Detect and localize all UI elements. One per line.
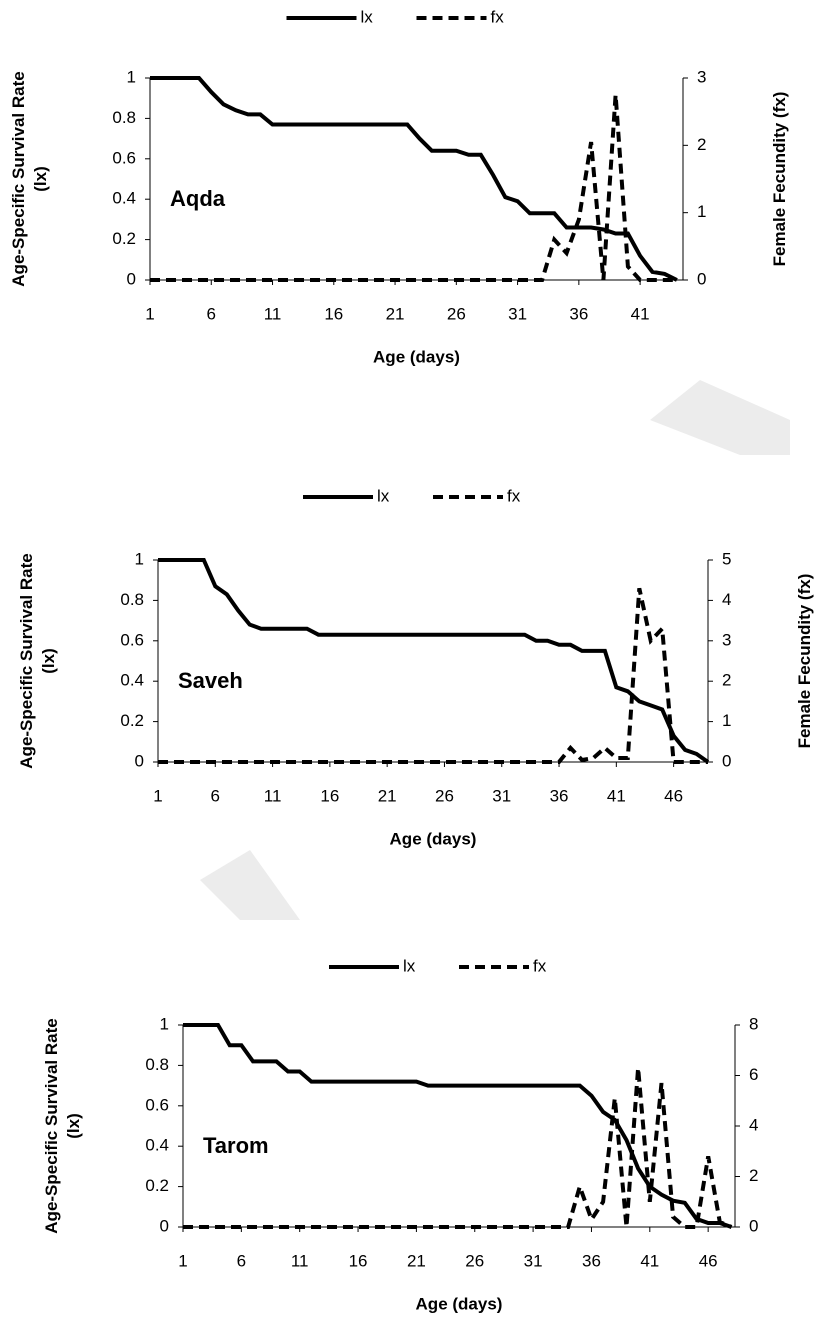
y-tick-label: 0.4 (145, 1136, 169, 1155)
y-tick-label: 1 (127, 67, 136, 86)
y-tick-label: 0.6 (112, 148, 136, 167)
y-tick-label: 0.8 (112, 108, 136, 127)
y-axis-label: Age-Specific Survival Rate (lx) (9, 71, 50, 287)
x-tick-label: 36 (550, 786, 569, 805)
y2-tick-label: 1 (697, 202, 706, 221)
y-tick-label: 0.2 (112, 229, 136, 248)
x-tick-label: 16 (324, 304, 343, 323)
y2-tick-label: 0 (749, 1216, 758, 1235)
x-tick-label: 41 (607, 786, 626, 805)
x-tick-label: 31 (492, 786, 511, 805)
series-line (150, 94, 677, 282)
x-tick-label: 41 (640, 1251, 659, 1270)
legend-label: fx (507, 486, 521, 505)
y2-tick-label: 4 (722, 590, 731, 609)
x-tick-label: 1 (153, 786, 162, 805)
y-tick-label: 1 (135, 549, 144, 568)
legend-label: fx (533, 956, 547, 975)
y2-tick-label: 0 (697, 269, 706, 288)
x-tick-label: 36 (569, 304, 588, 323)
y-axis-label: Age-Specific Survival Rate (lx) (42, 1018, 83, 1234)
y2-axis-label: Female Fecundity (fx) (770, 91, 789, 267)
y-tick-label: 1 (160, 1014, 169, 1033)
y2-tick-label: 2 (749, 1166, 758, 1185)
x-tick-label: 1 (178, 1251, 187, 1270)
annotation: Tarom (203, 1133, 269, 1158)
y-tick-label: 0.8 (145, 1055, 169, 1074)
y-tick-label: 0 (160, 1216, 169, 1235)
x-tick-label: 16 (320, 786, 339, 805)
series-line (150, 76, 678, 282)
y-tick-label: 0.6 (145, 1095, 169, 1114)
x-tick-label: 26 (435, 786, 454, 805)
y2-tick-label: 3 (697, 67, 706, 86)
legend-label: lx (361, 7, 374, 26)
x-tick-label: 46 (699, 1251, 718, 1270)
x-axis-label: Age (days) (373, 347, 460, 366)
y2-axis-label: Female Fecundity (fx) (795, 573, 814, 749)
y2-tick-label: 6 (749, 1065, 758, 1084)
y-tick-label: 0.6 (120, 630, 144, 649)
x-tick-label: 21 (407, 1251, 426, 1270)
watermark (650, 380, 790, 455)
y2-tick-label: 3 (722, 630, 731, 649)
legend-label: lx (377, 486, 390, 505)
x-tick-label: 46 (664, 786, 683, 805)
x-tick-label: 11 (264, 786, 282, 805)
y2-tick-label: 0 (722, 751, 731, 770)
x-axis-label: Age (days) (390, 829, 477, 848)
x-tick-label: 26 (465, 1251, 484, 1270)
series-line (158, 587, 708, 764)
annotation: Aqda (170, 186, 226, 211)
series-line (183, 1067, 733, 1229)
x-tick-label: 6 (211, 786, 220, 805)
y-tick-label: 0.4 (120, 671, 144, 690)
x-tick-label: 26 (447, 304, 466, 323)
y2-tick-label: 4 (749, 1115, 758, 1134)
x-tick-label: 6 (237, 1251, 246, 1270)
x-tick-label: 16 (349, 1251, 368, 1270)
y2-tick-label: 2 (697, 135, 706, 154)
annotation: Saveh (178, 668, 243, 693)
x-tick-label: 6 (207, 304, 216, 323)
y-tick-label: 0.2 (120, 711, 144, 730)
y-tick-label: 0 (135, 751, 144, 770)
x-tick-label: 31 (508, 304, 527, 323)
x-axis-label: Age (days) (416, 1294, 503, 1313)
legend-label: fx (491, 7, 505, 26)
x-tick-label: 41 (631, 304, 650, 323)
y-tick-label: 0.2 (145, 1176, 169, 1195)
watermark (200, 850, 300, 920)
x-tick-label: 11 (264, 304, 282, 323)
y2-tick-label: 5 (722, 549, 731, 568)
series-line (183, 1023, 733, 1229)
x-tick-label: 31 (524, 1251, 543, 1270)
series-line (158, 558, 710, 764)
y2-tick-label: 2 (722, 671, 731, 690)
x-tick-label: 21 (378, 786, 397, 805)
y-tick-label: 0.4 (112, 189, 136, 208)
y-tick-label: 0.8 (120, 590, 144, 609)
y-tick-label: 0 (127, 269, 136, 288)
x-tick-label: 36 (582, 1251, 601, 1270)
y-axis-label: Age-Specific Survival Rate (lx) (17, 553, 58, 769)
legend-label: lx (403, 956, 416, 975)
y2-tick-label: 8 (749, 1014, 758, 1033)
x-tick-label: 11 (291, 1251, 309, 1270)
x-tick-label: 21 (386, 304, 405, 323)
y2-tick-label: 1 (722, 711, 731, 730)
x-tick-label: 1 (145, 304, 154, 323)
